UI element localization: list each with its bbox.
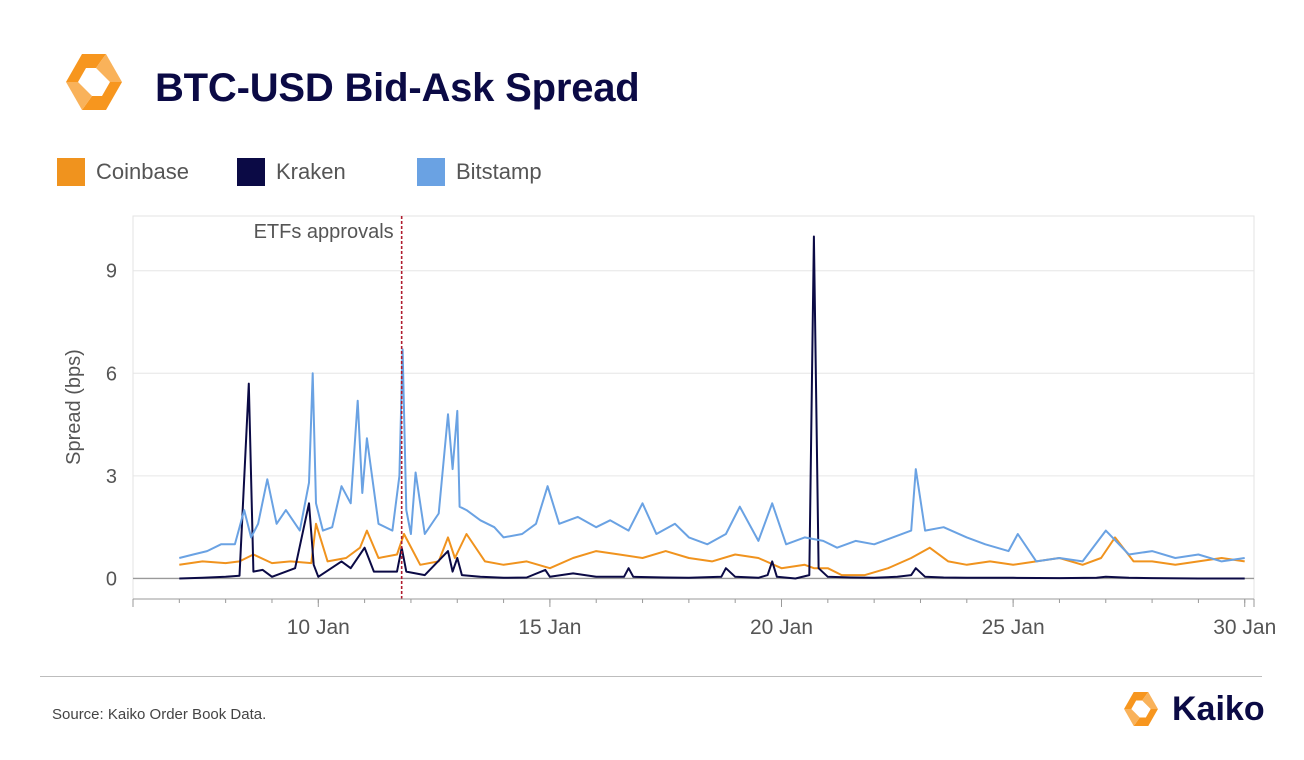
x-tick-label: 30 Jan — [1213, 616, 1276, 639]
y-tick-label: 9 — [106, 261, 117, 283]
brand-name: Kaiko — [1172, 690, 1265, 728]
source-note: Source: Kaiko Order Book Data. — [52, 706, 267, 723]
etf-approval-label: ETFs approvals — [254, 221, 394, 243]
kaiko-logo — [66, 54, 122, 110]
series-line-bitstamp — [179, 348, 1245, 563]
x-tick-label: 25 Jan — [982, 616, 1045, 639]
axes: 0 3 6 9 10 Jan 15 Jan 20 Jan 25 Jan 30 Jan — [106, 261, 1276, 639]
x-tick-label: 10 Jan — [287, 616, 350, 639]
legend-label-kraken: Kraken — [276, 159, 346, 184]
x-tick-label: 15 Jan — [518, 616, 581, 639]
legend-swatch-bitstamp — [417, 158, 445, 186]
legend-swatch-coinbase — [57, 158, 85, 186]
y-tick-label: 3 — [106, 466, 117, 488]
y-tick-label: 6 — [106, 363, 117, 385]
y-axis-label: Spread (bps) — [63, 349, 85, 465]
y-tick-label: 0 — [106, 568, 117, 590]
legend-label-coinbase: Coinbase — [96, 159, 189, 184]
legend-swatch-kraken — [237, 158, 265, 186]
page-title: BTC-USD Bid-Ask Spread — [155, 66, 640, 110]
kaiko-footer-logo-icon — [1124, 692, 1158, 726]
annotation-layer: ETFs approvals — [254, 216, 403, 599]
series-line-kraken — [179, 235, 1245, 580]
footer-divider — [40, 676, 1262, 677]
legend-label-bitstamp: Bitstamp — [456, 159, 542, 184]
series-lines — [179, 235, 1245, 580]
x-tick-label: 20 Jan — [750, 616, 813, 639]
